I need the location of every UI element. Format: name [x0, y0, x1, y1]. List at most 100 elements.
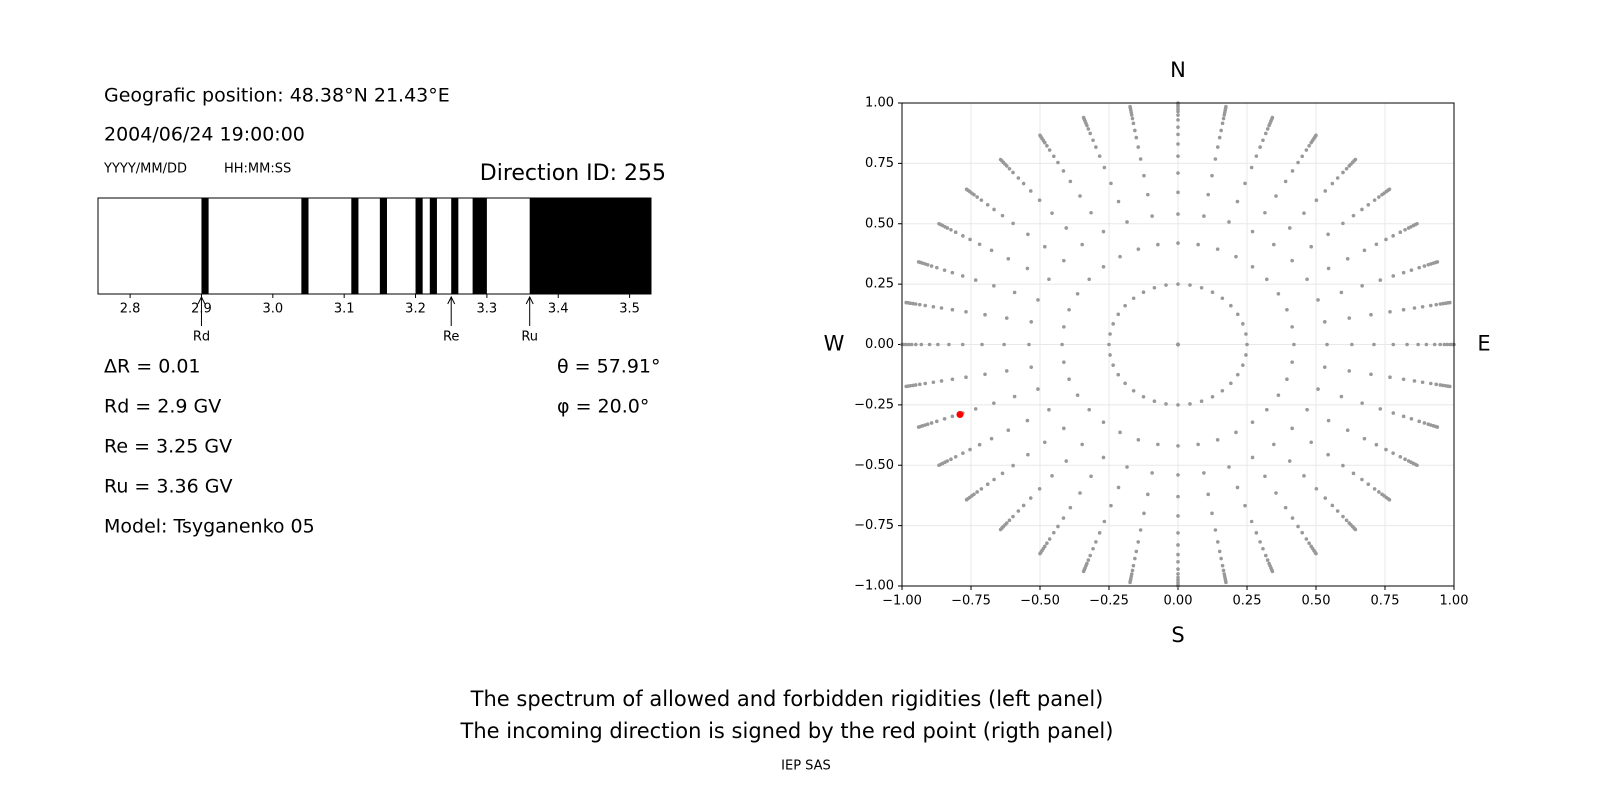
direction-grid-point: [973, 278, 978, 282]
direction-grid-point: [947, 342, 951, 347]
direction-grid-point: [1323, 189, 1328, 193]
direction-grid-point: [1316, 387, 1320, 391]
direction-grid-point: [1150, 214, 1154, 218]
direction-grid-point: [1300, 154, 1304, 159]
direction-grid-point: [1401, 307, 1406, 312]
direction-grid-point: [1086, 127, 1091, 131]
direction-grid-point: [1221, 116, 1226, 121]
direction-grid-point: [1220, 563, 1225, 568]
direction-grid-point: [923, 381, 928, 386]
direction-grid-point: [1326, 418, 1331, 423]
direction-grid-point: [1176, 190, 1180, 195]
direction-grid-point: [1210, 173, 1214, 178]
direction-grid-point: [1176, 473, 1180, 477]
direction-grid-point: [1435, 260, 1440, 264]
direction-grid-point: [1061, 169, 1066, 173]
direction-grid-point: [1027, 342, 1031, 347]
direction-grid-point: [1052, 154, 1056, 159]
direction-grid-point: [979, 487, 984, 491]
direction-grid-point: [1264, 277, 1269, 282]
direction-grid-point: [1047, 537, 1052, 541]
direction-grid-point: [1445, 342, 1449, 347]
direction-grid-point: [1270, 569, 1275, 574]
direction-grid-point: [1305, 277, 1309, 282]
direction-grid-point: [1314, 198, 1319, 203]
direction-grid-point: [1196, 442, 1200, 447]
direction-grid-point: [1004, 316, 1009, 320]
y-tick-label: −0.75: [854, 518, 894, 533]
direction-grid-point: [1290, 169, 1295, 173]
direction-grid-point: [1415, 221, 1419, 226]
direction-grid-point: [1102, 519, 1107, 524]
direction-grid-point: [1176, 171, 1180, 175]
direction-grid-point: [1131, 121, 1136, 126]
forbidden-band: [451, 198, 459, 294]
direction-grid-point: [1007, 166, 1012, 171]
direction-grid-point: [1377, 195, 1381, 199]
direction-grid-point: [1011, 170, 1015, 175]
forbidden-band: [429, 198, 437, 294]
caption: The spectrum of allowed and forbidden ri…: [470, 687, 1104, 711]
x-tick-label: 1.00: [1440, 594, 1469, 609]
direction-grid-point: [1025, 266, 1030, 271]
direction-grid-point: [1012, 290, 1017, 295]
direction-grid-point: [1220, 296, 1225, 301]
direction-grid-point: [1250, 229, 1255, 234]
direction-grid-point: [1263, 131, 1268, 136]
direction-grid-point: [961, 234, 965, 238]
direction-grid-point: [1210, 290, 1215, 295]
direction-grid-point: [1028, 189, 1033, 193]
param: Ru = 3.36 GV: [104, 476, 232, 498]
direction-grid-point: [1341, 514, 1345, 519]
position: Geografic position: 48.38°N 21.43°E: [104, 85, 450, 107]
direction-grid-point: [961, 451, 965, 455]
direction-grid-point: [1448, 384, 1452, 389]
direction-grid-point: [1263, 474, 1267, 479]
direction-grid-point: [923, 303, 928, 308]
direction-grid-point: [1176, 212, 1180, 216]
marker-label: Re: [443, 330, 459, 345]
direction-grid-point: [916, 425, 921, 429]
direction-grid-point: [1369, 372, 1373, 377]
direction-grid-point: [1412, 379, 1417, 383]
marker-label: Rd: [193, 330, 210, 345]
direction-grid-point: [1350, 342, 1354, 347]
direction-grid-point: [1056, 524, 1060, 529]
direction-grid-point: [1422, 264, 1427, 268]
direction-grid-point: [1415, 463, 1419, 468]
direction-grid-point: [1330, 181, 1335, 186]
direction-grid-point: [1302, 474, 1306, 478]
direction-grid-point: [1235, 372, 1240, 377]
direction-grid-point: [1101, 455, 1106, 460]
direction-grid-point: [973, 407, 978, 411]
direction-grid-point: [992, 477, 996, 482]
direction-grid-point: [1199, 285, 1204, 290]
direction-grid-point: [1401, 270, 1406, 275]
direction-grid-point: [950, 414, 955, 419]
direction-grid-point: [942, 268, 947, 272]
direction-grid-point: [1345, 256, 1350, 261]
direction-grid-point: [1188, 402, 1192, 406]
direction-grid-point: [1176, 403, 1180, 407]
compass-label: W: [824, 332, 845, 356]
x-tick-label: 3.3: [477, 302, 498, 317]
direction-grid-point: [964, 309, 968, 314]
direction-grid-point: [953, 454, 958, 459]
direction-grid-point: [1307, 144, 1311, 148]
direction-grid-point: [911, 383, 915, 388]
x-tick-label: −0.75: [951, 594, 991, 609]
direction-grid-point: [1314, 486, 1319, 491]
direction-grid-point: [1116, 485, 1121, 490]
direction-grid-point: [1075, 393, 1080, 398]
forbidden-band: [351, 198, 359, 294]
direction-grid-point: [1176, 125, 1180, 129]
direction-grid-point: [1438, 302, 1443, 306]
direction-grid-point: [1176, 543, 1180, 547]
direction-grid-point: [1428, 303, 1433, 308]
direction-grid-point: [1000, 471, 1005, 476]
direction-grid-point: [1109, 503, 1113, 508]
direction-grid-point: [1227, 220, 1231, 224]
direction-grid-point: [1272, 442, 1276, 447]
